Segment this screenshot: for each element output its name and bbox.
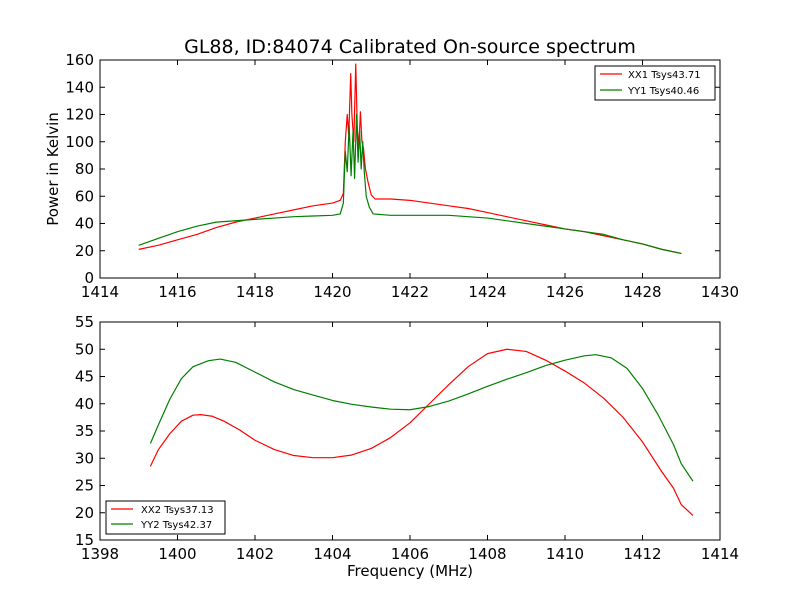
top-x-tick-label: 1430 <box>701 283 739 301</box>
bottom-y-tick-label: 40 <box>75 395 94 413</box>
bottom-series-group <box>149 348 694 516</box>
bottom-y-tick-label: 30 <box>75 449 94 467</box>
top-legend-box <box>594 65 716 101</box>
bottom-legend: XX2 Tsys37.13 YY2 Tsys42.37 <box>105 500 226 535</box>
top-y-tick-label: 100 <box>65 133 94 151</box>
top-legend-label-1: XX1 Tsys43.71 <box>628 70 701 81</box>
top-legend: XX1 Tsys43.71 YY1 Tsys40.46 <box>594 65 716 101</box>
bottom-legend-label-2: YY2 Tsys42.37 <box>140 520 212 531</box>
bottom-y-tick-label: 45 <box>75 368 94 386</box>
bottom-ticks: 1398 1400 1402 1404 1406 1408 1410 1412 1414 15 20… <box>75 313 739 563</box>
bottom-y-tick-label: 35 <box>75 422 94 440</box>
top-y-tick-label: 20 <box>75 242 94 260</box>
top-series-line-2 <box>138 113 682 255</box>
top-y-tick-label: 60 <box>75 187 94 205</box>
top-y-tick-label: 80 <box>75 160 94 178</box>
bottom-x-tick-label: 1414 <box>701 545 739 563</box>
bottom-x-tick-label: 1398 <box>81 545 119 563</box>
bottom-y-tick-label: 25 <box>75 477 94 495</box>
bottom-x-tick-label: 1400 <box>158 545 196 563</box>
top-ticks: 1414 1416 1418 1420 1422 1424 1426 1428 1430 0 20 4… <box>65 51 739 301</box>
bottom-x-axis-label: Frequency (MHz) <box>347 562 473 580</box>
top-x-tick-label: 1428 <box>623 283 661 301</box>
top-y-tick-label: 140 <box>65 78 94 96</box>
top-y-tick-label: 120 <box>65 106 94 124</box>
top-x-tick-label: 1426 <box>546 283 584 301</box>
chart-title: GL88, ID:84074 Calibrated On-source spec… <box>184 36 636 58</box>
plot-bottom: 1398 1400 1402 1404 1406 1408 1410 1412 1414 15 20… <box>75 313 739 580</box>
top-x-tick-label: 1422 <box>391 283 429 301</box>
bottom-x-tick-label: 1408 <box>468 545 506 563</box>
bottom-legend-label-1: XX2 Tsys37.13 <box>141 505 214 516</box>
bottom-legend-box <box>105 500 226 535</box>
bottom-x-tick-label: 1404 <box>313 545 351 563</box>
top-y-axis-label: Power in Kelvin <box>44 112 62 226</box>
plot-top: 1414 1416 1418 1420 1422 1424 1426 1428 1430 0 20 4… <box>44 51 739 301</box>
top-y-tick-label: 160 <box>65 51 94 69</box>
bottom-y-tick-label: 55 <box>75 313 94 331</box>
top-x-tick-label: 1424 <box>468 283 506 301</box>
bottom-x-tick-label: 1402 <box>236 545 274 563</box>
top-series-group <box>138 63 682 255</box>
top-x-tick-label: 1416 <box>158 283 196 301</box>
bottom-y-tick-label: 15 <box>75 531 94 549</box>
top-y-tick-label: 0 <box>84 269 94 287</box>
bottom-series-line-1 <box>149 348 694 516</box>
bottom-x-tick-label: 1406 <box>391 545 429 563</box>
top-y-tick-label: 40 <box>75 215 94 233</box>
bottom-series-line-2 <box>149 354 694 482</box>
top-x-tick-label: 1414 <box>81 283 119 301</box>
bottom-y-tick-label: 20 <box>75 504 94 522</box>
bottom-y-tick-label: 50 <box>75 340 94 358</box>
bottom-x-tick-label: 1410 <box>546 545 584 563</box>
top-x-tick-label: 1420 <box>313 283 351 301</box>
top-legend-label-2: YY1 Tsys40.46 <box>627 86 699 97</box>
top-series-line-1 <box>138 63 682 255</box>
top-x-tick-label: 1418 <box>236 283 274 301</box>
bottom-x-tick-label: 1412 <box>623 545 661 563</box>
